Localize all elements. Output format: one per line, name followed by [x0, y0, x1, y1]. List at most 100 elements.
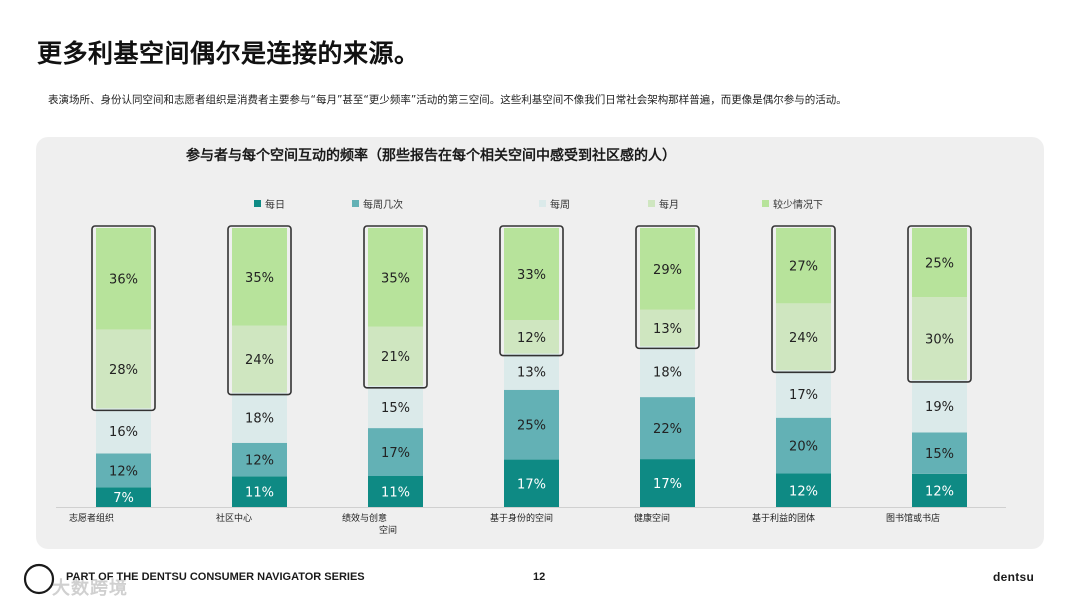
data-label: 30% [925, 332, 954, 347]
chart-panel: 参与者与每个空间互动的频率（那些报告在每个相关空间中感受到社区感的人） 每日 每周几… [36, 137, 1044, 549]
category-label: 基于利益的团体 [752, 512, 815, 524]
data-label: 25% [925, 257, 954, 272]
bar-segment [232, 228, 287, 326]
bar-segment [96, 329, 151, 409]
highlight-box [499, 225, 564, 357]
data-label: 33% [517, 268, 546, 283]
legend-swatch [762, 200, 769, 207]
data-label: 36% [109, 273, 138, 288]
data-label: 15% [381, 401, 410, 416]
data-label: 35% [381, 271, 410, 286]
data-label: 16% [109, 425, 138, 440]
data-label: 11% [381, 486, 410, 501]
bar-segment [368, 476, 423, 507]
data-label: 15% [925, 447, 954, 462]
data-label: 28% [109, 363, 138, 378]
data-label: 20% [789, 440, 818, 455]
legend-swatch [539, 200, 546, 207]
bar-segment [776, 417, 831, 474]
data-label: 25% [517, 419, 546, 434]
legend-label: 每周 [550, 198, 570, 211]
highlight-box [771, 225, 836, 374]
highlight-box [91, 225, 156, 412]
data-label: 18% [245, 412, 274, 427]
footer-series-label: PART OF THE DENTSU CONSUMER NAVIGATOR SE… [66, 571, 365, 583]
data-label: 12% [789, 484, 818, 499]
bar-segment [504, 459, 559, 507]
data-label: 12% [109, 464, 138, 479]
legend-swatch [648, 200, 655, 207]
data-label: 13% [653, 322, 682, 337]
data-label: 27% [789, 260, 818, 275]
bar-segment [776, 228, 831, 304]
data-label: 22% [653, 422, 682, 437]
data-label: 17% [517, 477, 546, 492]
bar-segment [504, 320, 559, 354]
bar-segment [368, 228, 423, 327]
bar-segment [776, 473, 831, 507]
bar-segment [912, 473, 967, 507]
bar-segment [640, 228, 695, 310]
data-label: 29% [653, 263, 682, 278]
category-label: 社区中心 [216, 512, 252, 524]
page-title: 更多利基空间偶尔是连接的来源。 [37, 39, 420, 68]
legend-label: 较少情况下 [773, 198, 823, 211]
category-label: 志愿者组织 [69, 512, 114, 524]
bar-segment [232, 325, 287, 393]
data-label: 13% [517, 366, 546, 381]
bar-segment [776, 303, 831, 371]
bar-segment [232, 442, 287, 477]
page-subtitle: 表演场所、身份认同空间和志愿者组织是消费者主要参与“每月”甚至“更少频率”活动的… [48, 94, 847, 106]
data-label: 17% [653, 477, 682, 492]
data-label: 12% [925, 484, 954, 499]
legend-swatch [254, 200, 261, 207]
bar-segment [504, 389, 559, 460]
bar-segment [232, 476, 287, 507]
data-label: 21% [381, 350, 410, 365]
bar-segment [504, 353, 559, 390]
bar-segment [776, 370, 831, 418]
bar-segment [912, 228, 967, 298]
page-number: 12 [533, 571, 546, 583]
data-label: 35% [245, 271, 274, 286]
data-label: 17% [381, 446, 410, 461]
data-label: 19% [925, 400, 954, 415]
bar-segment [504, 228, 559, 321]
bar-segment [96, 487, 151, 507]
bar-segment [640, 397, 695, 460]
compass-logo-icon [23, 563, 55, 595]
bar-segment [96, 228, 151, 330]
bar-segment [96, 453, 151, 488]
legend-label: 每周几次 [363, 198, 403, 211]
watermark-text: 大数跨境 [52, 578, 128, 599]
highlight-box [907, 225, 972, 383]
legend-swatch [352, 200, 359, 207]
bar-segment [368, 385, 423, 429]
bar-segment [912, 379, 967, 433]
legend-label: 每月 [659, 198, 679, 211]
bar-segment [368, 428, 423, 476]
highlight-box [227, 225, 292, 396]
bar-segment [912, 432, 967, 474]
highlight-box [635, 225, 700, 350]
bar-segment [368, 326, 423, 386]
bar-segment [96, 408, 151, 454]
category-label: 图书馆或书店 [886, 512, 940, 524]
category-label: 基于身份的空间 [490, 512, 553, 524]
brand-name: dentsu [993, 570, 1035, 584]
legend-label: 每日 [265, 198, 285, 211]
data-label: 12% [245, 454, 274, 469]
category-label: 健康空间 [634, 512, 670, 524]
bar-segment [640, 346, 695, 398]
data-label: 11% [245, 486, 274, 501]
bar-segment [640, 459, 695, 507]
data-label: 24% [245, 353, 274, 368]
bar-segment [232, 392, 287, 443]
data-label: 7% [113, 491, 134, 506]
data-label: 17% [789, 388, 818, 403]
data-label: 12% [517, 331, 546, 346]
stacked-bar-chart: 参与者与每个空间互动的频率（那些报告在每个相关空间中感受到社区感的人） 每日 每周几… [56, 147, 1006, 536]
chart-title: 参与者与每个空间互动的频率（那些报告在每个相关空间中感受到社区感的人） [186, 147, 676, 164]
bar-segment [912, 297, 967, 380]
data-label: 18% [653, 366, 682, 381]
